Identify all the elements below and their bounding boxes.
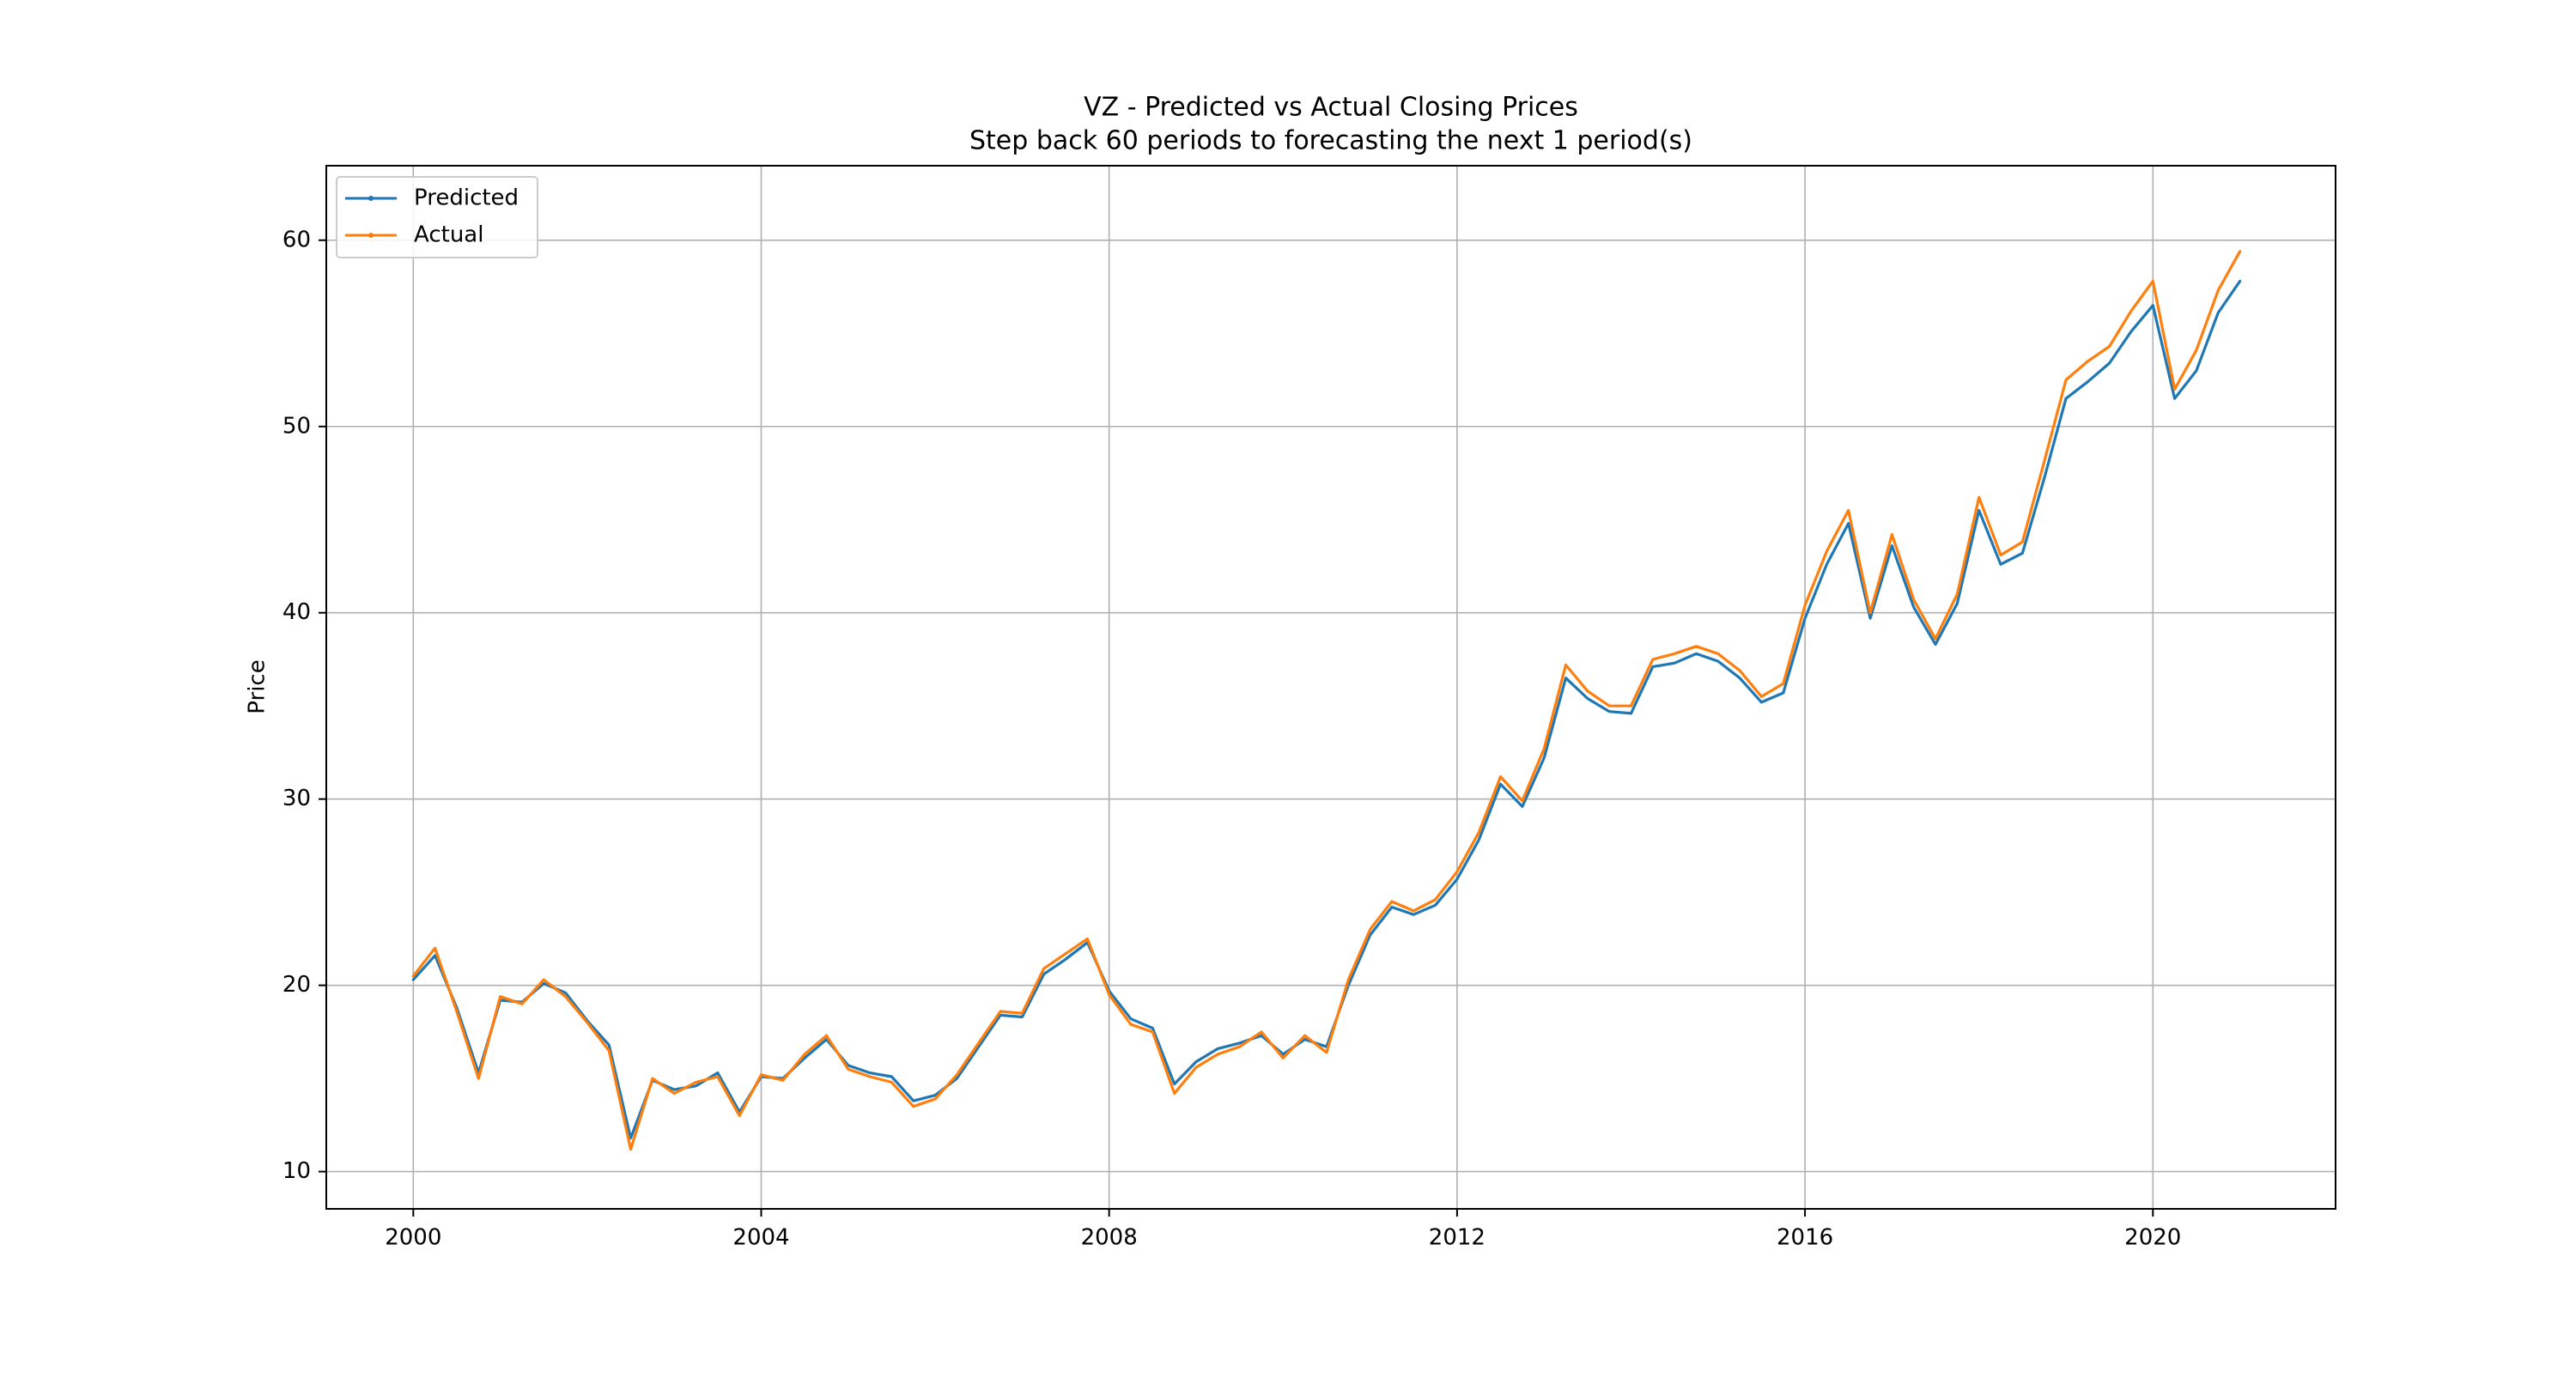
- y-axis-label: Price: [245, 659, 270, 713]
- series-line-predicted: [411, 279, 2242, 1140]
- grid: [326, 166, 2336, 1209]
- legend-marker-predicted: [368, 196, 374, 201]
- legend-label-predicted: Predicted: [414, 185, 519, 211]
- x-tick-label: 2000: [385, 1225, 441, 1251]
- y-tick-label: 10: [283, 1158, 311, 1184]
- legend-label-actual: Actual: [414, 222, 483, 248]
- y-tick-label: 30: [283, 786, 311, 811]
- series-line-actual: [411, 250, 2242, 1151]
- y-axis: 10 20 30 40 50 60: [283, 227, 326, 1184]
- x-tick-label: 2020: [2124, 1225, 2181, 1251]
- legend-marker-actual: [368, 233, 374, 238]
- y-tick-label: 50: [283, 413, 311, 439]
- y-tick-label: 60: [283, 227, 311, 252]
- legend: Predicted Actual: [336, 176, 538, 258]
- x-tick-label: 2016: [1777, 1225, 1833, 1251]
- plot-frame: [325, 165, 2336, 1210]
- plot-series: [411, 250, 2242, 1151]
- chart-subtitle: Step back 60 periods to forecasting the …: [969, 126, 1692, 156]
- x-axis: 2000 2004 2008 2012 2016 2020: [385, 1209, 2181, 1251]
- y-tick-label: 40: [283, 599, 311, 625]
- x-tick-label: 2004: [732, 1225, 789, 1251]
- chart-title: VZ - Predicted vs Actual Closing Prices: [1084, 93, 1578, 123]
- x-tick-label: 2008: [1081, 1225, 1138, 1251]
- y-tick-label: 20: [283, 972, 311, 998]
- x-tick-label: 2012: [1429, 1225, 1485, 1251]
